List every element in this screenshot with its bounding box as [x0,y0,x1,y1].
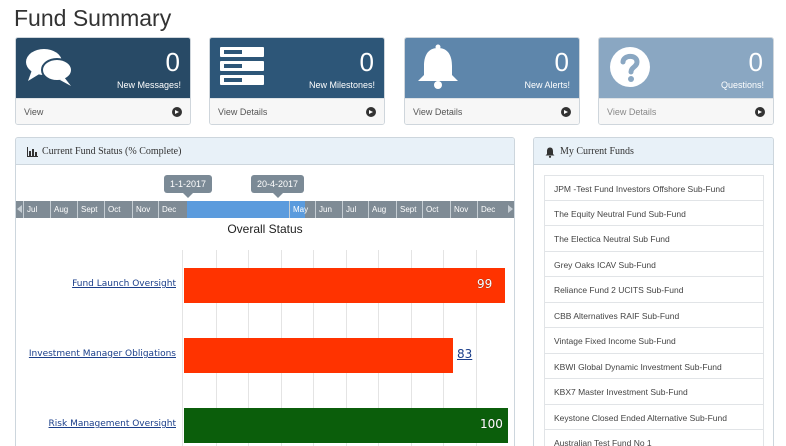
timeline-month: Jul [342,201,368,218]
milestones-card-header: 0 New Milestones! [210,38,384,98]
bell-icon [418,44,458,89]
arrow-circle-right-icon [561,107,571,117]
milestones-count: 0 [359,47,374,77]
status-row-label[interactable]: Fund Launch Oversight [72,279,176,289]
questions-view-text: View Details [607,107,657,117]
arrow-circle-right-icon [755,107,765,117]
milestones-label: New Milestones! [308,80,375,90]
alerts-view-text: View Details [413,107,463,117]
messages-card[interactable]: 0 New Messages! View [15,37,191,125]
chart-gridline [476,250,477,446]
status-row-label[interactable]: Risk Management Oversight [48,419,176,429]
funds-panel: My Current Funds [533,137,774,446]
fund-list-item[interactable]: Grey Oaks ICAV Sub-Fund [544,251,764,277]
fund-list-item[interactable]: Australian Test Fund No 1 [544,430,764,446]
timeline-month: Dec [158,201,187,218]
questions-label: Questions! [720,80,764,90]
fund-list-item[interactable]: Keystone Closed Ended Alternative Sub-Fu… [544,404,764,430]
timeline-month: Oct [422,201,450,218]
questions-card-header: 0 Questions! [599,38,773,98]
chart-gridline [182,250,183,446]
timeline-month: Nov [132,201,158,218]
timeline-month: Sept [396,201,422,218]
timeline-start-handle-label[interactable]: 1-1-2017 [164,175,213,198]
fund-list-item[interactable]: CBB Alternatives RAIF Sub-Fund [544,302,764,328]
alerts-view-link[interactable]: View Details [405,98,579,124]
alerts-card-header: 0 New Alerts! [405,38,579,98]
messages-count: 0 [165,47,180,77]
status-bar-value: 100 [480,417,503,431]
questions-card[interactable]: 0 Questions! View Details [598,37,774,125]
alerts-label: New Alerts! [524,80,570,90]
questions-view-link[interactable]: View Details [599,98,773,124]
fund-list-item[interactable]: Reliance Fund 2 UCITS Sub-Fund [544,277,764,303]
timeline-month: Jun [315,201,342,218]
timeline-month: Nov [450,201,477,218]
funds-panel-header: My Current Funds [534,138,773,165]
timeline-selected-range[interactable] [187,201,305,218]
messages-card-header: 0 New Messages! [16,38,190,98]
alerts-count: 0 [554,47,569,77]
timeline-month: Aug [368,201,396,218]
fund-status-panel-title: Current Fund Status (% Complete) [42,146,182,157]
timeline-month: Aug [50,201,77,218]
fund-list-item[interactable]: The Electica Neutral Sub Fund [544,226,764,252]
bar-chart-icon [27,147,38,157]
server-icon [220,47,264,85]
timeline-month: Sept [77,201,104,218]
chat-icon [26,49,73,86]
arrow-circle-right-icon [366,107,376,117]
status-bar[interactable] [184,408,508,443]
timeline-month: Jul [23,201,50,218]
timeline-slider[interactable]: Jul Aug Sept Oct Nov Dec May Jun Jul Aug… [16,201,514,218]
status-bar[interactable] [184,268,505,303]
question-icon [610,47,650,87]
timeline-month: Oct [104,201,132,218]
timeline-end-handle-label[interactable]: 20-4-2017 [251,175,305,198]
funds-panel-title: My Current Funds [560,146,634,157]
funds-list: JPM -Test Fund Investors Offshore Sub-Fu… [544,175,764,446]
fund-list-item[interactable]: JPM -Test Fund Investors Offshore Sub-Fu… [544,175,764,201]
timeline-scroll-right-icon[interactable] [508,205,513,213]
milestones-view-link[interactable]: View Details [210,98,384,124]
alerts-card[interactable]: 0 New Alerts! View Details [404,37,580,125]
messages-label: New Messages! [116,80,181,90]
status-bar-value: 99 [477,277,493,291]
fund-list-item[interactable]: The Equity Neutral Fund Sub-Fund [544,200,764,226]
page-title: Fund Summary [14,5,172,31]
bell-icon [545,147,555,158]
status-bar-value: 83 [457,347,473,361]
status-row-label[interactable]: Investment Manager Obligations [28,349,176,359]
arrow-circle-right-icon [172,107,182,117]
chart-title: Overall Status [227,222,303,236]
fund-list-item[interactable]: Vintage Fixed Income Sub-Fund [544,328,764,354]
status-bar[interactable] [184,338,453,373]
messages-view-link[interactable]: View [16,98,190,124]
timeline-month: Dec [477,201,507,218]
timeline-scroll-left-icon[interactable] [17,205,22,213]
messages-view-text: View [24,107,44,117]
milestones-card[interactable]: 0 New Milestones! View Details [209,37,385,125]
milestones-view-text: View Details [218,107,268,117]
timeline-month: May [289,201,315,218]
fund-list-item[interactable]: KBX7 Master Investment Sub-Fund [544,379,764,405]
fund-list-item[interactable]: KBWI Global Dynamic Investment Sub-Fund [544,353,764,379]
questions-count: 0 [748,47,763,77]
fund-status-panel-header: Current Fund Status (% Complete) [16,138,514,165]
